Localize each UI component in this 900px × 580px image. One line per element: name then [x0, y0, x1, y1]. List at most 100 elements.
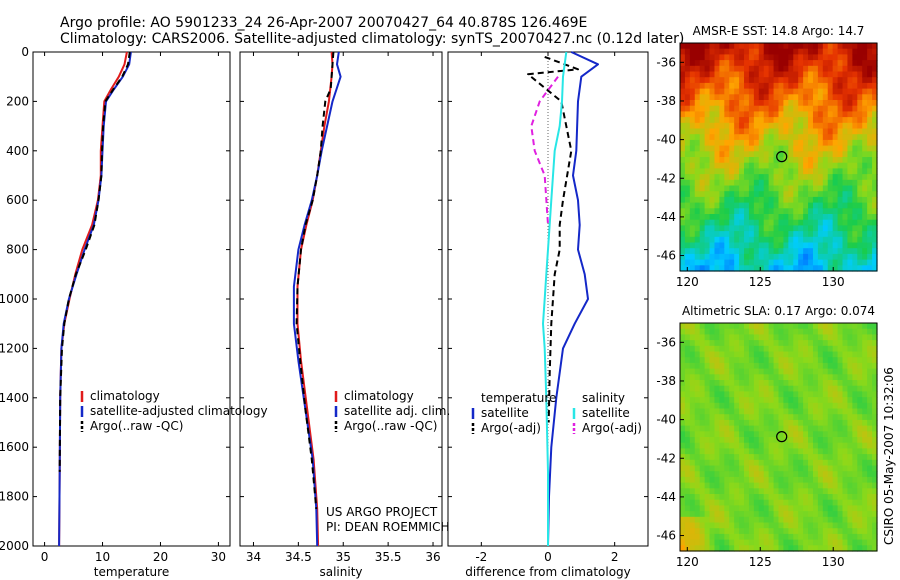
sst-cell: [684, 117, 691, 124]
sla-cell: [734, 545, 740, 552]
sst-cell: [768, 100, 775, 107]
sst-cell: [778, 145, 785, 152]
sla-cell: [689, 402, 696, 410]
sla-cell: [852, 328, 858, 335]
sla-cell: [748, 465, 755, 472]
sla-cell: [822, 340, 829, 347]
sst-cell: [827, 191, 834, 198]
sst-cell: [852, 157, 858, 164]
sst-cell: [827, 77, 834, 84]
sla-cell: [857, 414, 863, 421]
sla-xtick-label: 125: [749, 555, 772, 569]
sst-cell: [734, 117, 740, 124]
sst-cell: [773, 248, 780, 255]
sst-cell: [739, 151, 745, 158]
sla-cell: [734, 408, 740, 415]
sla-cell: [837, 488, 844, 495]
sla-cell: [748, 545, 755, 552]
sst-cell: [753, 242, 760, 249]
sst-cell: [704, 60, 711, 67]
sla-cell: [837, 402, 844, 410]
sla-cell: [788, 539, 794, 546]
sst-cell: [817, 219, 824, 226]
sla-cell: [680, 323, 686, 330]
sla-cell: [847, 505, 853, 512]
sla-cell: [744, 425, 750, 432]
sst-cell: [847, 225, 853, 232]
sst-cell: [768, 105, 775, 112]
temperature-ytick-label: 800: [6, 243, 29, 257]
sla-cell: [763, 402, 770, 410]
sla-cell: [798, 374, 804, 381]
difference-xlabel: difference from climatology: [465, 565, 631, 579]
sst-cell: [699, 242, 706, 249]
sst-cell: [704, 111, 711, 118]
sla-cell: [798, 539, 804, 546]
sst-cell: [832, 208, 839, 215]
sst-cell: [827, 185, 834, 192]
sla-cell: [778, 345, 785, 353]
sla-cell: [827, 397, 834, 404]
sla-cell: [734, 465, 740, 472]
sst-cell: [867, 105, 873, 112]
sla-cell: [729, 499, 735, 506]
sst-cell: [852, 231, 858, 238]
sla-cell: [714, 351, 720, 358]
sla-cell: [847, 408, 853, 415]
sst-cell: [744, 191, 750, 198]
sla-cell: [847, 402, 853, 410]
sla-cell: [739, 380, 745, 387]
sla-cell: [689, 505, 696, 512]
sla-cell: [862, 357, 868, 364]
sst-cell: [852, 225, 858, 232]
sla-cell: [773, 368, 780, 375]
sla-cell: [817, 402, 824, 410]
sla-cell: [748, 516, 755, 524]
sst-cell: [699, 162, 706, 169]
sst-cell: [763, 122, 770, 130]
sst-cell: [778, 259, 785, 266]
sst-cell: [822, 122, 829, 130]
sla-cell: [680, 488, 686, 495]
sla-cell: [763, 511, 770, 518]
sla-cell: [704, 488, 711, 495]
sst-cell: [689, 151, 696, 158]
sla-cell: [734, 482, 740, 489]
sst-cell: [699, 105, 706, 112]
sla-cell: [867, 516, 873, 524]
temperature-ytick-label: 200: [6, 94, 29, 108]
sla-cell: [817, 425, 824, 432]
sst-cell: [778, 225, 785, 232]
sst-cell: [719, 139, 725, 147]
sla-cell: [753, 522, 760, 529]
sst-cell: [753, 253, 760, 261]
sla-cell: [778, 425, 785, 432]
sst-cell: [704, 214, 711, 221]
temperature-ytick-label: 1400: [0, 391, 29, 405]
sst-cell: [827, 174, 834, 181]
sst-cell: [793, 253, 799, 261]
sst-cell: [739, 65, 745, 73]
sst-cell: [827, 231, 834, 238]
sst-cell: [803, 185, 809, 192]
sst-cell: [793, 100, 799, 107]
sst-cell: [699, 117, 706, 124]
sst-cell: [773, 122, 780, 130]
sst-cell: [739, 157, 745, 164]
sst-cell: [842, 248, 849, 255]
sst-cell: [758, 259, 765, 266]
sst-cell: [827, 48, 834, 55]
sla-cell: [753, 505, 760, 512]
sst-cell: [832, 145, 839, 152]
sst-cell: [837, 208, 844, 215]
sst-cell: [680, 117, 686, 124]
sst-cell: [832, 94, 839, 101]
sst-cell: [763, 71, 770, 78]
sst-cell: [842, 265, 849, 272]
sst-cell: [798, 208, 804, 215]
sla-cell: [827, 408, 834, 415]
sst-cell: [778, 65, 785, 73]
sla-cell: [763, 499, 770, 506]
sst-cell: [724, 71, 730, 78]
sst-cell: [689, 179, 696, 187]
